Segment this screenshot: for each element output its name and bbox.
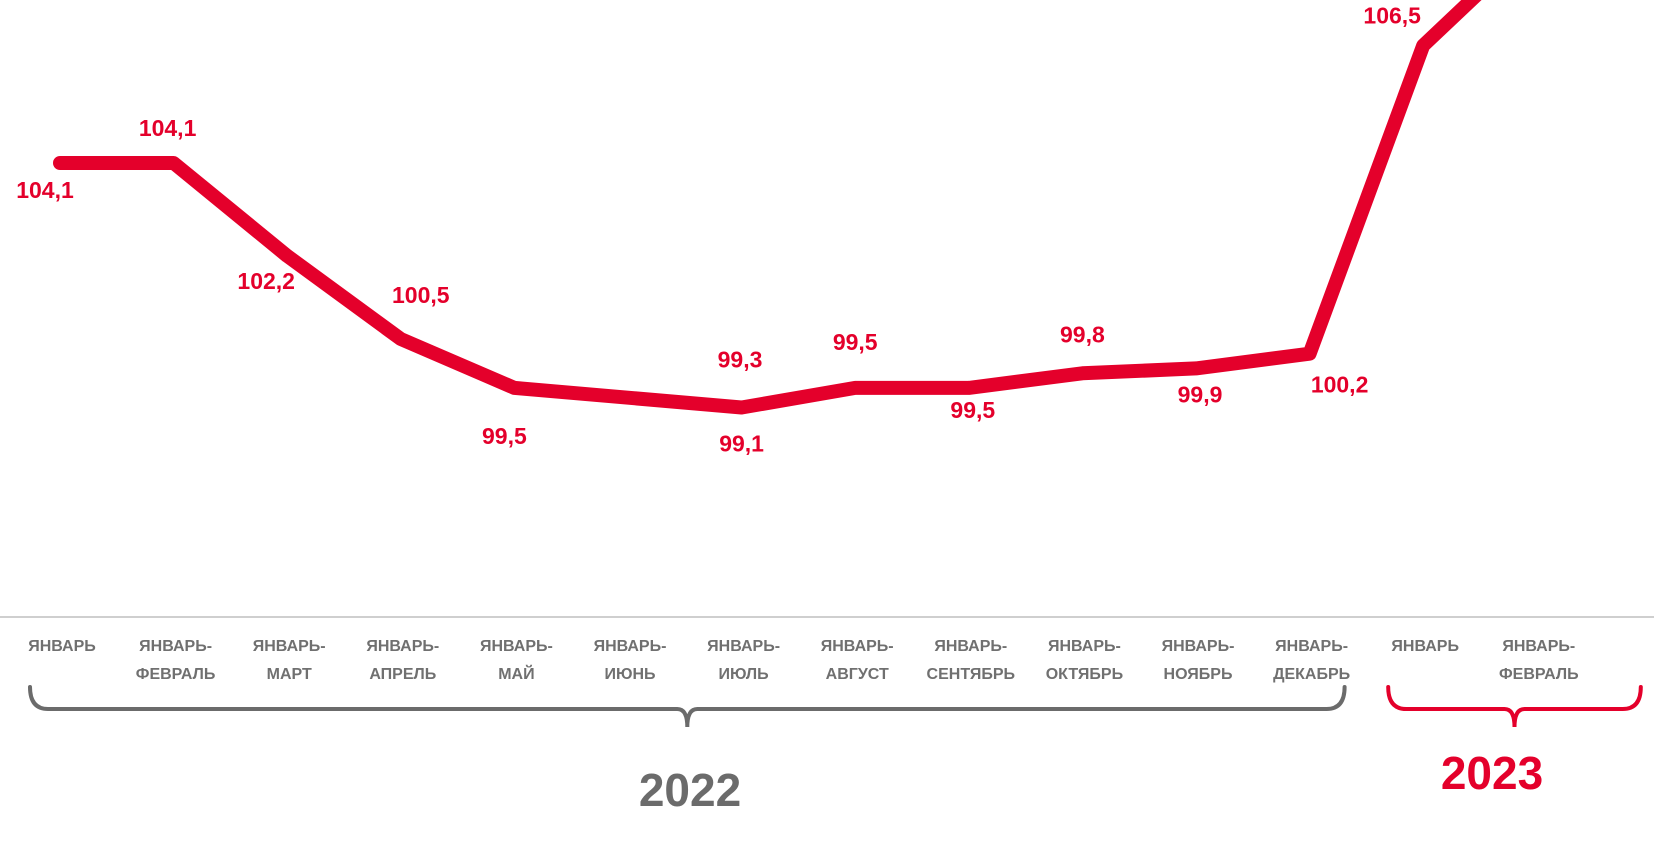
- x-tick-label-2-line-1: ЯНВАРЬ-: [139, 638, 212, 655]
- data-label-7: 99,1: [719, 431, 764, 457]
- data-label-4: 100,5: [392, 282, 450, 308]
- x-tick-label-5-line-2: МАЙ: [498, 664, 534, 683]
- x-tick-label-9-line-2: СЕНТЯБРЬ: [927, 666, 1016, 683]
- x-tick-label-12-line-1: ЯНВАРЬ-: [1275, 638, 1348, 655]
- x-tick-label-3-line-1: ЯНВАРЬ-: [253, 638, 326, 655]
- x-tick-label-2-line-2: ФЕВРАЛЬ: [136, 666, 216, 683]
- x-tick-label-5-line-1: ЯНВАРЬ-: [480, 638, 553, 655]
- x-tick-label-11-line-1: ЯНВАРЬ-: [1162, 638, 1235, 655]
- data-label-11: 99,9: [1178, 381, 1223, 407]
- x-tick-label-7-line-2: ИЮЛЬ: [719, 666, 769, 683]
- data-label-10: 99,8: [1060, 321, 1105, 347]
- x-tick-label-3-line-2: МАРТ: [267, 666, 312, 683]
- data-label-13: 106,5: [1363, 3, 1421, 29]
- data-label-3: 102,2: [237, 268, 295, 294]
- x-tick-label-14-line-1: ЯНВАРЬ-: [1502, 638, 1575, 655]
- year-label-2022: 2022: [639, 764, 741, 816]
- x-tick-label-6-line-1: ЯНВАРЬ-: [594, 638, 667, 655]
- year-label-2023: 2023: [1441, 747, 1543, 799]
- series-line: [53, 0, 1482, 415]
- x-tick-label-4-line-1: ЯНВАРЬ-: [366, 638, 439, 655]
- data-label-12: 100,2: [1311, 372, 1369, 398]
- x-tick-label-10-line-2: ОКТЯБРЬ: [1046, 666, 1123, 683]
- x-tick-label-13: ЯНВАРЬ: [1391, 638, 1459, 655]
- data-label-8: 99,5: [833, 329, 878, 355]
- data-label-9: 99,5: [950, 397, 995, 423]
- year-brace-2022: [28, 685, 1347, 728]
- x-tick-label-11-line-2: НОЯБРЬ: [1164, 666, 1233, 683]
- x-tick-label-7-line-1: ЯНВАРЬ-: [707, 638, 780, 655]
- x-tick-label-14-line-2: ФЕВРАЛЬ: [1499, 666, 1579, 683]
- x-tick-label-6-line-2: ИЮНЬ: [604, 666, 655, 683]
- x-tick-label-12-line-2: ДЕКАБРЬ: [1273, 666, 1350, 683]
- data-label-2: 104,1: [139, 115, 197, 141]
- x-tick-label-4-line-2: АПРЕЛЬ: [369, 666, 436, 683]
- year-brace-2023: [1386, 685, 1643, 728]
- x-tick-label-8-line-2: АВГУСТ: [826, 666, 889, 683]
- x-tick-label-9-line-1: ЯНВАРЬ-: [934, 638, 1007, 655]
- data-label-1: 104,1: [16, 177, 74, 203]
- x-tick-label-8-line-1: ЯНВАРЬ-: [821, 638, 894, 655]
- x-tick-label-10-line-1: ЯНВАРЬ-: [1048, 638, 1121, 655]
- data-label-5: 99,5: [482, 423, 527, 449]
- data-label-6: 99,3: [718, 347, 763, 373]
- x-tick-label-1: ЯНВАРЬ: [28, 638, 96, 655]
